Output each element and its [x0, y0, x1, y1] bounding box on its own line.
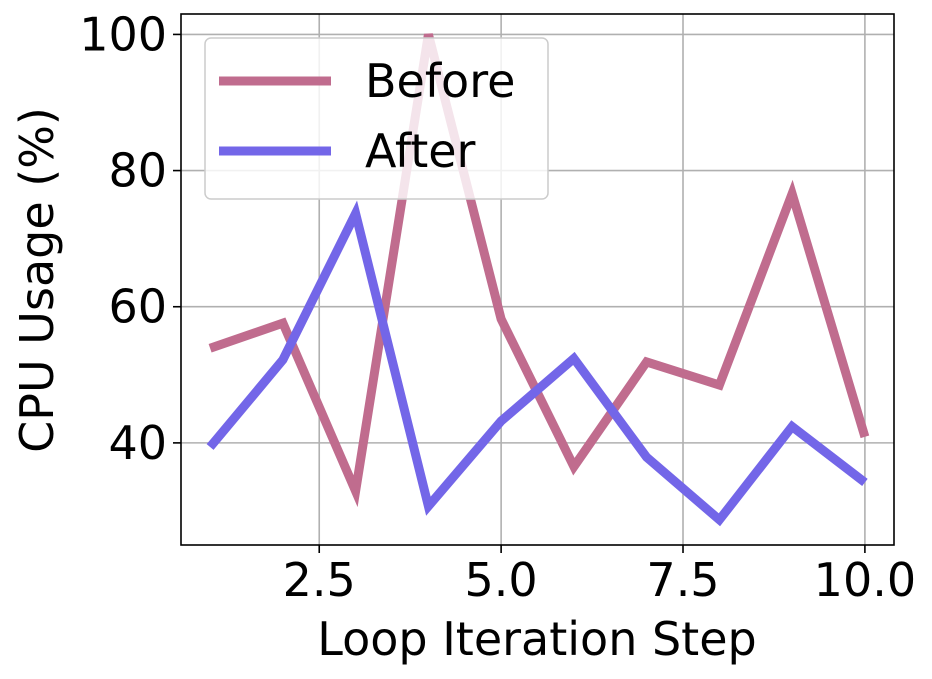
x-axis-ticks: 2.5 5.0 7.5 10.0: [283, 545, 916, 607]
y-tick-label: 100: [79, 7, 167, 61]
legend-label-before: Before: [365, 54, 515, 108]
y-tick-label: 80: [108, 144, 167, 198]
x-tick-label: 2.5: [283, 553, 356, 607]
legend-label-after: After: [365, 124, 476, 178]
plot-frame: [180, 13, 895, 546]
x-tick-label: 10.0: [814, 553, 916, 607]
series-layer: [206, 33, 870, 527]
y-tick-label: 60: [108, 280, 167, 334]
y-axis-label: CPU Usage (%): [10, 107, 64, 453]
x-tick-label: 7.5: [646, 553, 719, 607]
y-axis-ticks: 40 60 80 100: [79, 7, 181, 470]
y-tick-label: 40: [108, 416, 167, 470]
legend: Before After: [204, 37, 549, 200]
x-axis-label: Loop Iteration Step: [317, 612, 756, 666]
series-line-after: [206, 200, 868, 527]
x-tick-label: 5.0: [465, 553, 538, 607]
